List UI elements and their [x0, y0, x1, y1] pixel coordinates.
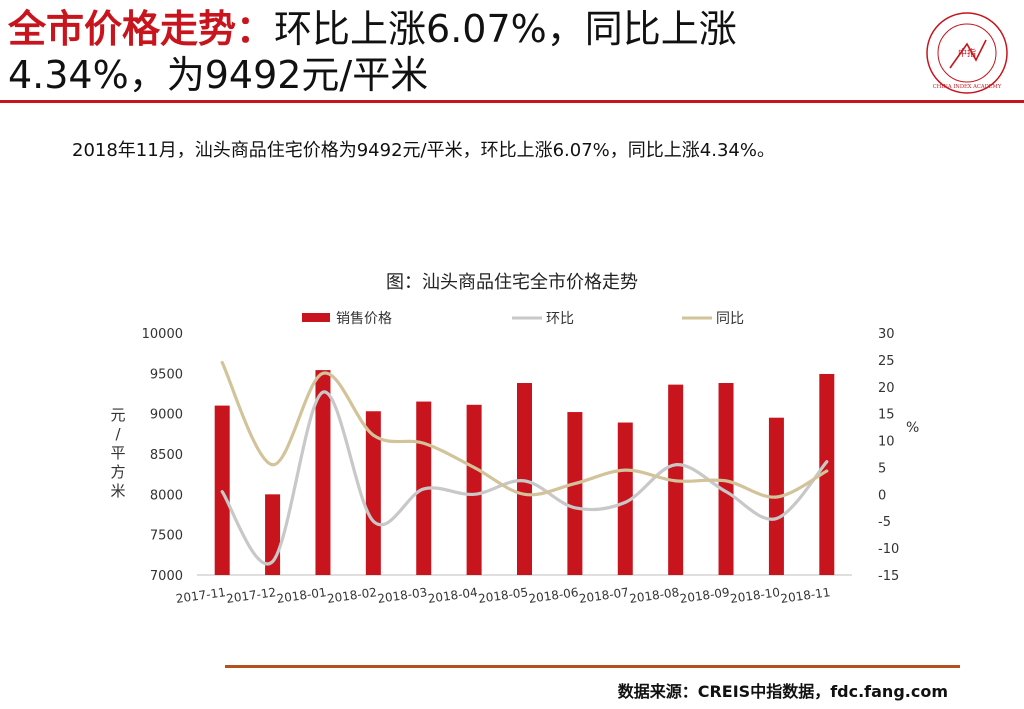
y-tick-label: 10000 — [142, 327, 183, 342]
y-right-tick-label: 0 — [878, 488, 886, 503]
page-title: 全市价格走势：环比上涨6.07%，同比上涨4.34%，为9492元/平米 — [8, 6, 888, 98]
page-title-highlight: 全市价格走势： — [8, 7, 275, 51]
x-tick-label: 2018-11 — [780, 585, 832, 606]
x-tick-label: 2018-03 — [377, 585, 429, 606]
price-trend-chart: 7000 7500 8000 8500 9000 9500 10000 -15 -10 -5 0 5 1… — [110, 311, 919, 606]
footer-divider — [225, 665, 960, 668]
price-bar — [819, 373, 835, 575]
x-tick-label: 2017-11 — [175, 585, 227, 606]
y-right-tick-label: -15 — [878, 569, 899, 584]
y-right-tick-label: 15 — [878, 408, 895, 423]
y-tick-label: 9000 — [150, 408, 183, 423]
y-tick-label: 9500 — [150, 367, 183, 382]
y-right-tick-label: -5 — [878, 515, 891, 530]
y-axis-label-char: 米 — [110, 482, 125, 500]
y-right-tick-label: 30 — [878, 327, 895, 342]
yoy-line — [220, 360, 829, 499]
summary-text: 2018年11月，汕头商品住宅价格为9492元/平米，环比上涨6.07%，同比上… — [72, 140, 775, 161]
header-divider — [0, 100, 1024, 103]
price-bar — [365, 411, 381, 575]
y-tick-label: 7000 — [150, 569, 183, 584]
legend-label: 销售价格 — [336, 311, 392, 327]
price-bar — [567, 412, 583, 575]
x-tick-label: 2018-05 — [477, 585, 529, 606]
chart-title: 图：汕头商品住宅全市价格走势 — [386, 272, 638, 293]
y-right-tick-label: 25 — [878, 354, 895, 369]
y-right-tick-label: 10 — [878, 435, 895, 450]
price-bar — [315, 370, 331, 575]
china-index-academy-logo: 中指 CHINA INDEX ACADEMY — [926, 12, 1008, 94]
y-right-tick-label: 20 — [878, 381, 895, 396]
y-axis-label-char: 方 — [110, 463, 125, 481]
legend-label: 环比 — [546, 311, 574, 327]
logo-ring-text: CHINA INDEX ACADEMY — [933, 84, 1002, 90]
x-tick-label: 2018-09 — [679, 585, 731, 606]
price-bar — [718, 383, 734, 575]
price-bar — [517, 383, 532, 575]
legend-label: 同比 — [716, 311, 744, 327]
x-tick-label: 2018-01 — [276, 585, 328, 606]
y-axis-label-char: 平 — [110, 444, 125, 462]
x-tick-label: 2018-08 — [628, 585, 680, 606]
logo-center-text: 中指 — [958, 47, 976, 59]
x-tick-label: 2018-06 — [528, 585, 580, 606]
y-axis-label-char: / — [115, 425, 121, 443]
y-right-tick-label: 5 — [878, 461, 886, 476]
y-axis-label-char: 元 — [110, 406, 125, 424]
y-tick-label: 8500 — [150, 448, 183, 463]
price-bar — [617, 422, 633, 575]
y-tick-label: 7500 — [150, 529, 183, 544]
x-tick-label: 2018-10 — [729, 585, 781, 606]
y-tick-label: 8000 — [150, 488, 183, 503]
x-tick-label: 2018-07 — [578, 585, 630, 606]
x-tick-label: 2018-04 — [427, 585, 479, 606]
data-source: 数据来源：CREIS中指数据，fdc.fang.com — [617, 682, 948, 701]
page-title-rest: 环比上涨6.07%，同比上涨4.34%，为9492元/平米 — [8, 7, 737, 97]
price-bar — [466, 404, 482, 575]
y-right-axis-label: % — [906, 420, 919, 436]
legend-swatch-bar — [302, 313, 330, 322]
x-tick-label: 2017-12 — [225, 585, 277, 606]
mom-line — [220, 390, 829, 566]
y-right-tick-label: -10 — [878, 542, 899, 557]
x-tick-label: 2018-02 — [326, 585, 378, 606]
